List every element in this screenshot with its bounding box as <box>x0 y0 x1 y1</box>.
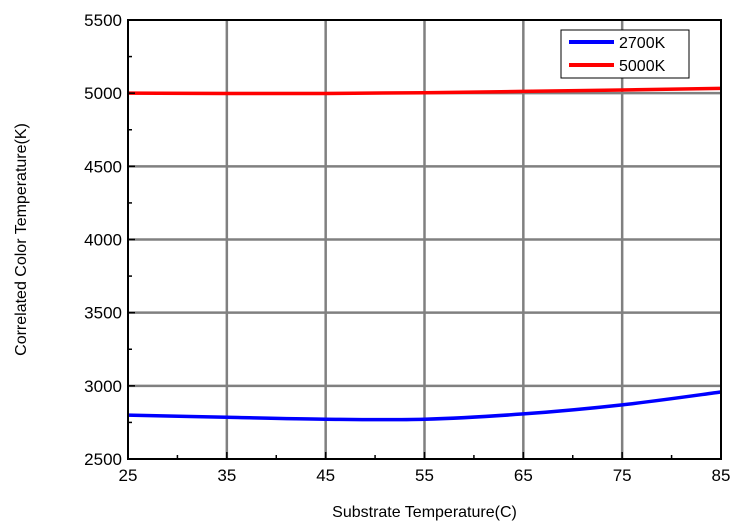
y-tick-label: 2500 <box>84 450 122 469</box>
y-axis-label: Correlated Color Temperature(K) <box>13 123 30 356</box>
y-tick-label: 3500 <box>84 304 122 323</box>
x-tick-label: 35 <box>217 466 236 485</box>
legend-label-2700K: 2700K <box>619 35 666 52</box>
grid-lines <box>128 20 721 459</box>
y-tick-label: 5500 <box>84 11 122 30</box>
x-axis-label: Substrate Temperature(C) <box>332 504 517 521</box>
legend-label-5000K: 5000K <box>619 58 666 75</box>
series-line-5000K <box>127 86 722 96</box>
x-tick-label: 75 <box>613 466 632 485</box>
y-tick-label: 4500 <box>84 157 122 176</box>
series-lines <box>127 86 722 422</box>
legend: 2700K 5000K <box>560 29 690 79</box>
x-tick-label: 85 <box>712 466 731 485</box>
y-tick-label: 3000 <box>84 377 122 396</box>
y-tick-label: 4000 <box>84 231 122 250</box>
tick-labels: 25 35 45 55 65 75 85 2500 3000 3500 4000 4500 5000 55… <box>84 11 730 485</box>
series-line-2700K <box>127 390 722 422</box>
axis-ticks <box>127 19 722 460</box>
x-tick-label: 25 <box>119 466 138 485</box>
x-tick-label: 65 <box>514 466 533 485</box>
x-tick-label: 55 <box>415 466 434 485</box>
x-tick-label: 45 <box>316 466 335 485</box>
legend-box <box>560 29 690 79</box>
y-tick-label: 5000 <box>84 84 122 103</box>
